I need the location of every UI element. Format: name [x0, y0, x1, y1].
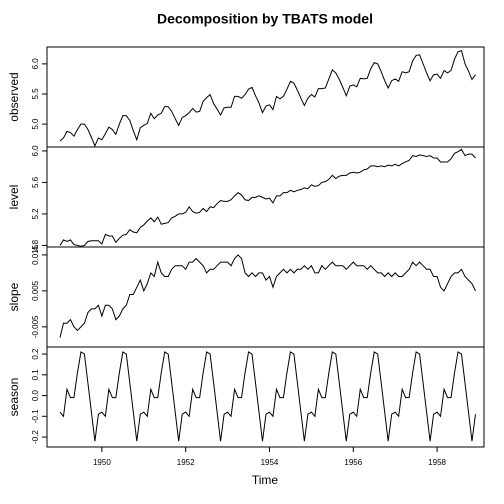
x-tick-label: 1958: [428, 458, 446, 467]
y-tick-label: 5.0: [31, 118, 40, 130]
series-line: [59, 254, 476, 338]
y-tick-label: 5.6: [31, 176, 40, 188]
y-tick-label: -0.005: [31, 315, 40, 338]
y-tick-label: 4.8: [31, 239, 40, 251]
series-line: [59, 148, 476, 247]
y-axis-label: season: [7, 378, 21, 417]
y-tick-label: 6.0: [31, 145, 40, 157]
y-axis-label: slope: [7, 282, 21, 311]
y-tick-label: 0.2: [31, 348, 40, 360]
y-axis-label: observed: [7, 72, 21, 121]
y-tick-label: 5.2: [31, 208, 40, 220]
y-tick-label: 6.0: [31, 58, 40, 70]
x-tick-label: 1954: [261, 458, 279, 467]
x-tick-label: 1952: [177, 458, 195, 467]
y-tick-label: 0.1: [31, 369, 40, 381]
panel-frame: [46, 346, 485, 448]
y-tick-label: 0.0: [31, 389, 40, 401]
x-tick-label: 1956: [344, 458, 362, 467]
y-tick-label: 0.005: [31, 280, 40, 301]
y-tick-label: -0.1: [31, 409, 40, 423]
y-tick-label: 5.5: [31, 88, 40, 100]
x-tick-label: 1950: [93, 458, 111, 467]
y-tick-label: -0.2: [31, 430, 40, 444]
y-tick-label: 0.015: [31, 244, 40, 265]
series-line: [59, 49, 476, 148]
y-axis-label: level: [7, 185, 21, 210]
chart-title: Decomposition by TBATS model: [157, 11, 373, 27]
x-axis-label: Time: [252, 473, 279, 487]
series-line: [59, 351, 476, 442]
